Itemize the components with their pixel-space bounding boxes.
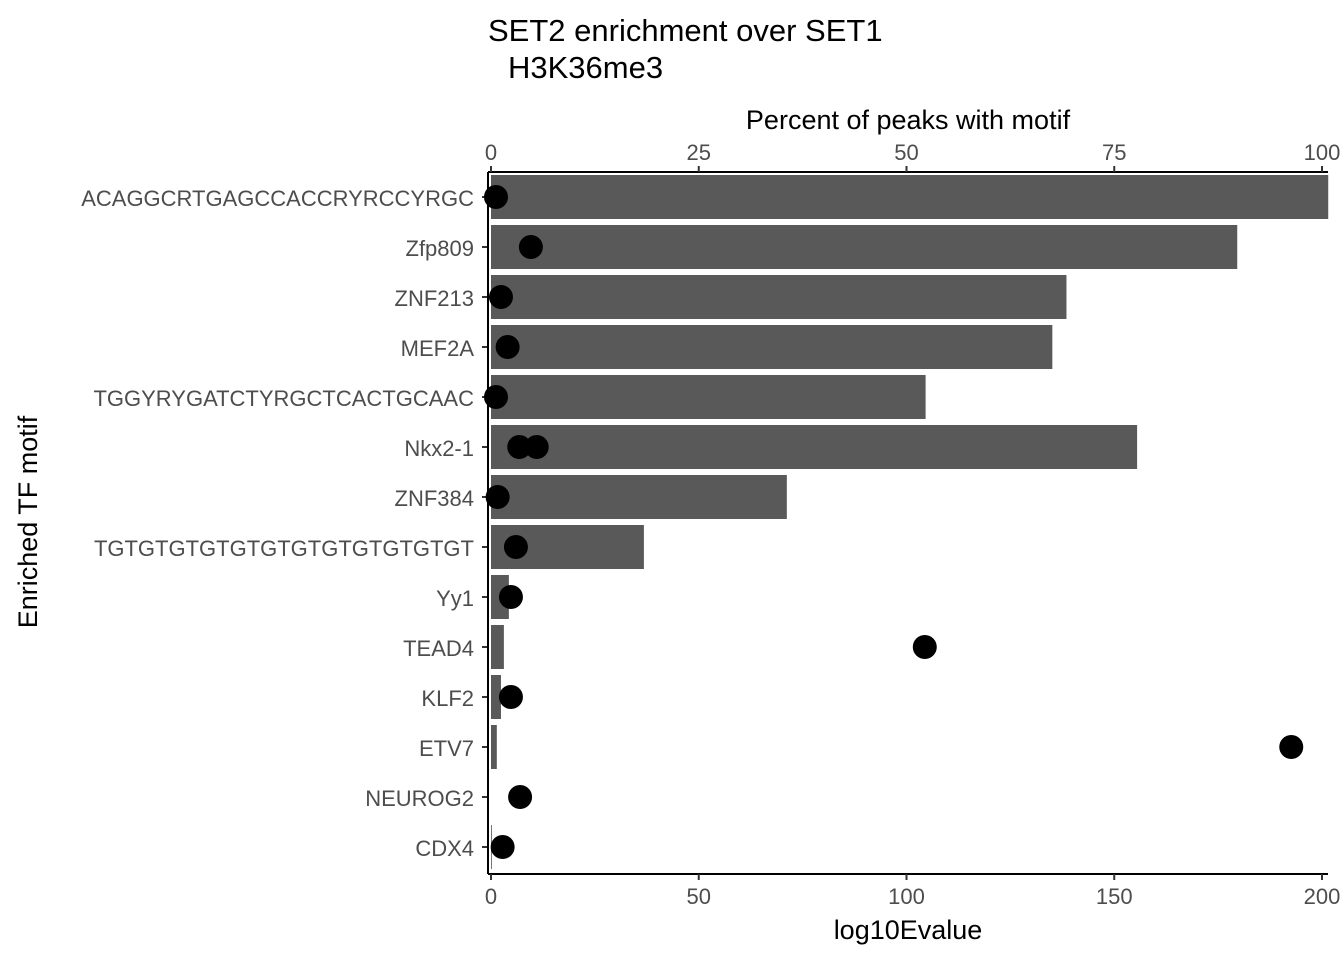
y-tick-label: CDX4 bbox=[415, 836, 474, 861]
point bbox=[483, 385, 508, 409]
chart-title: SET2 enrichment over SET1 bbox=[488, 13, 883, 48]
y-tick-label: ZNF213 bbox=[395, 286, 474, 311]
top-axis-title: Percent of peaks with motif bbox=[746, 105, 1071, 135]
y-tick-label: KLF2 bbox=[421, 686, 474, 711]
bar bbox=[491, 225, 1238, 269]
y-tick-label: TGGYRYGATCTYRGCTCACTGCAAC bbox=[93, 386, 474, 411]
point bbox=[524, 435, 549, 459]
y-tick-label: NEUROG2 bbox=[365, 786, 474, 811]
x-axis-title: log10Evalue bbox=[834, 915, 983, 945]
bar bbox=[491, 375, 926, 419]
y-tick-label: ACAGGCRTGAGCCACCRYRCCYRGC bbox=[81, 186, 474, 211]
point bbox=[518, 235, 543, 259]
top-tick-label: 50 bbox=[894, 140, 918, 165]
y-tick-label: ETV7 bbox=[419, 736, 474, 761]
y-tick-label: ZNF384 bbox=[395, 486, 474, 511]
bar bbox=[491, 475, 787, 519]
x-tick-label: 150 bbox=[1096, 884, 1133, 909]
top-tick-label: 100 bbox=[1304, 140, 1341, 165]
point bbox=[912, 635, 937, 659]
y-tick-label: MEF2A bbox=[401, 336, 475, 361]
point bbox=[488, 285, 513, 309]
point bbox=[498, 585, 523, 609]
point bbox=[490, 835, 515, 859]
bar bbox=[491, 725, 497, 769]
point bbox=[503, 535, 528, 559]
y-tick-label: Nkx2-1 bbox=[404, 436, 474, 461]
x-tick-label: 0 bbox=[485, 884, 497, 909]
bar bbox=[491, 325, 1053, 369]
bar bbox=[491, 625, 504, 669]
y-tick-label: Yy1 bbox=[436, 586, 474, 611]
point bbox=[495, 335, 520, 359]
top-tick-label: 75 bbox=[1102, 140, 1126, 165]
x-tick-label: 200 bbox=[1304, 884, 1341, 909]
point bbox=[498, 685, 523, 709]
top-tick-label: 0 bbox=[485, 140, 497, 165]
bar bbox=[491, 675, 501, 719]
chart-subtitle: H3K36me3 bbox=[508, 50, 663, 85]
x-tick-label: 100 bbox=[888, 884, 925, 909]
point bbox=[508, 785, 533, 809]
y-axis-title: Enriched TF motif bbox=[13, 415, 43, 628]
bar bbox=[491, 425, 1138, 469]
y-tick-label: TEAD4 bbox=[403, 636, 474, 661]
top-tick-label: 25 bbox=[687, 140, 711, 165]
point bbox=[485, 485, 510, 509]
y-tick-label: Zfp809 bbox=[406, 236, 475, 261]
point bbox=[507, 435, 532, 459]
bar bbox=[491, 175, 1329, 219]
bar bbox=[491, 275, 1067, 319]
point bbox=[483, 185, 508, 209]
x-tick-label: 50 bbox=[687, 884, 711, 909]
y-tick-label: TGTGTGTGTGTGTGTGTGTGTGTGT bbox=[94, 536, 474, 561]
point bbox=[1279, 735, 1304, 759]
